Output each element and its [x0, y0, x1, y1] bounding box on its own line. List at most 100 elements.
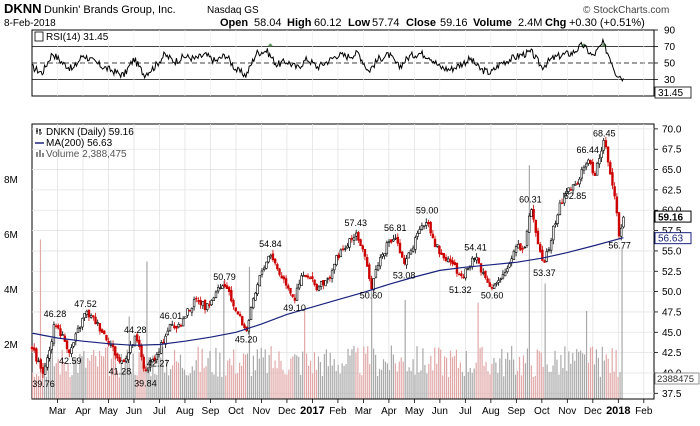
- volume-bar: [589, 347, 592, 399]
- candle-body: [319, 281, 323, 287]
- candle-body: [449, 258, 452, 263]
- candle-body: [243, 324, 246, 329]
- volume-bar: [227, 360, 229, 399]
- x-tick-label: Jun: [126, 406, 142, 417]
- volume-bar: [363, 346, 365, 399]
- volume-bar: [177, 362, 180, 399]
- price-annotation-label: 57.43: [344, 218, 367, 228]
- candle-body: [488, 282, 491, 287]
- volume-bar: [453, 355, 456, 399]
- volume-bar: [181, 367, 184, 399]
- candle-body: [385, 242, 389, 255]
- candle-body: [440, 252, 443, 255]
- x-tick-label: Nov: [558, 406, 576, 417]
- price-annotation-label: 53.08: [393, 271, 416, 281]
- candle-body: [287, 285, 290, 289]
- volume-bar: [560, 354, 562, 399]
- volume-bar: [240, 365, 243, 399]
- volume-bar: [382, 359, 385, 399]
- candle-body: [276, 264, 279, 270]
- candle-body: [471, 257, 474, 268]
- candle-body: [405, 258, 408, 266]
- candle-body: [65, 340, 69, 350]
- candle-body: [252, 298, 255, 309]
- volume-tag-box: [654, 372, 700, 385]
- volume-bar: [313, 352, 316, 399]
- rsi-legend-box: [34, 31, 44, 42]
- high-label: High: [287, 17, 312, 29]
- volume-bar: [489, 374, 491, 399]
- candle-body: [541, 249, 544, 261]
- volume-bar: [197, 346, 199, 399]
- low-value: 57.74: [372, 17, 400, 29]
- volume-bar: [116, 370, 118, 399]
- close-price-tag: 59.16: [654, 210, 692, 224]
- candle-body: [339, 249, 343, 258]
- volume-bar: [110, 358, 113, 399]
- volume-bar: [552, 365, 554, 399]
- candle-legend-icon: [36, 128, 42, 135]
- candle-body: [372, 278, 375, 291]
- candle-body: [199, 299, 202, 305]
- price-annotation-label: 56.81: [384, 223, 407, 233]
- candle-body: [425, 222, 428, 226]
- price-annotation-label: 60.31: [519, 195, 542, 205]
- volume-bar: [615, 349, 617, 399]
- exchange-name: Nasdaq GS: [207, 5, 259, 16]
- rsi-line: [31, 37, 624, 82]
- ma200-line: [31, 237, 624, 346]
- price-tick-label: 47.5: [662, 307, 682, 318]
- candle-body: [442, 253, 445, 259]
- price-annotation-label: 42.27: [147, 358, 170, 368]
- volume-bar: [282, 369, 284, 399]
- volume-bar: [536, 349, 538, 399]
- volume-bar: [79, 353, 81, 399]
- candle-body: [54, 325, 58, 327]
- candle-body: [192, 299, 196, 308]
- price-annotation-label: 47.52: [74, 299, 97, 309]
- candle-body: [238, 314, 242, 316]
- volume-bar: [347, 348, 349, 399]
- volume-bar: [335, 370, 337, 399]
- volume-bar: [499, 358, 501, 399]
- candle-body: [622, 216, 625, 228]
- volume-bar: [611, 348, 613, 399]
- volume-bar: [45, 376, 47, 399]
- candle-body: [381, 254, 384, 257]
- candle-body: [593, 173, 597, 176]
- x-tick-label: Mar: [355, 406, 373, 417]
- rsi-overbought-area: [267, 43, 273, 47]
- candle-body: [530, 209, 533, 217]
- volume-bar: [217, 376, 219, 399]
- rsi-legend: RSI(14) 31.45: [34, 31, 109, 43]
- volume-bar: [402, 361, 404, 399]
- candle-body: [57, 325, 60, 329]
- volume-bar: [404, 300, 406, 399]
- volume-bar: [296, 355, 298, 399]
- candle-body: [344, 248, 347, 250]
- x-tick-label: Apr: [75, 406, 91, 417]
- candle-body: [114, 346, 117, 356]
- volume-bar: [619, 372, 621, 399]
- volume-bar: [171, 365, 174, 399]
- candle-body: [151, 359, 154, 363]
- volume-bar: [193, 370, 195, 399]
- volume-bar: [367, 346, 369, 399]
- volume-bar: [288, 369, 290, 399]
- candle-body: [81, 318, 84, 328]
- candle-body: [589, 160, 592, 164]
- candle-body: [254, 292, 257, 301]
- volume-bar: [91, 354, 93, 399]
- candle-body: [394, 237, 397, 240]
- volume-bar: [329, 352, 331, 399]
- candle-body: [606, 146, 610, 163]
- volume-bar: [168, 375, 170, 399]
- candle-body: [552, 225, 555, 241]
- legend-ma-label: MA(200) 56.63: [46, 138, 113, 149]
- volume-bar: [274, 360, 276, 399]
- volume-bar: [371, 275, 373, 399]
- volume-bar: [254, 370, 256, 399]
- candle-body: [565, 191, 568, 194]
- candle-body: [514, 246, 518, 253]
